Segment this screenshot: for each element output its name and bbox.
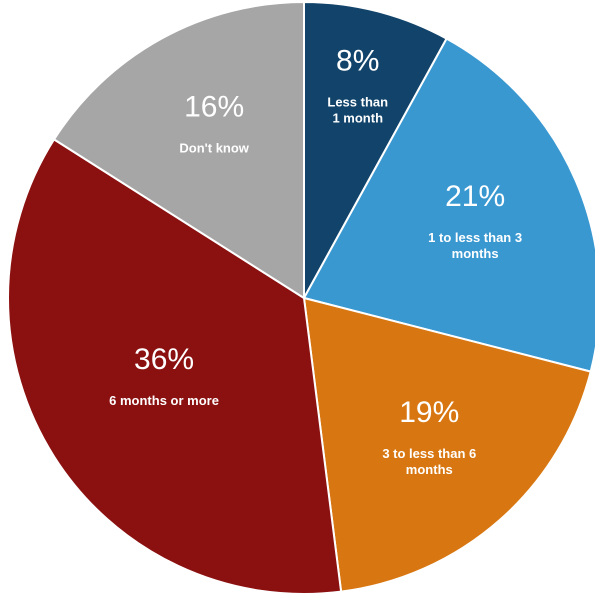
pie-slice-don-t-know: [52, 0, 305, 300]
pie-slices: [7, 0, 595, 595]
slice-label-1-to-less-than-3-months: 1 to less than 3: [428, 230, 522, 245]
pie-slice-less-than-1-month: [303, 0, 448, 299]
slice-label-less-than-1-month: Less than: [327, 95, 388, 110]
pie-slice-1-to-less-than-3-months: [302, 37, 595, 373]
slice-percent-3-to-less-than-6-months: 19%: [399, 396, 459, 429]
slice-label-6-months-or-more: 6 months or more: [109, 393, 219, 408]
pie-slice-3-to-less-than-6-months: [302, 296, 592, 593]
slice-percent-1-to-less-than-3-months: 21%: [445, 180, 505, 213]
slice-label-3-to-less-than-6-months: months: [406, 462, 453, 477]
slice-percent-don-t-know: 16%: [184, 91, 244, 124]
slice-percent-6-months-or-more: 36%: [134, 343, 194, 376]
pie-slice-6-months-or-more: [7, 138, 343, 595]
slice-label-don-t-know: Don't know: [179, 141, 249, 156]
slice-label-3-to-less-than-6-months: 3 to less than 6: [382, 446, 476, 461]
slice-label-1-to-less-than-3-months: months: [452, 246, 499, 261]
slice-percent-less-than-1-month: 8%: [336, 45, 379, 78]
slice-label-less-than-1-month: 1 month: [332, 111, 383, 126]
